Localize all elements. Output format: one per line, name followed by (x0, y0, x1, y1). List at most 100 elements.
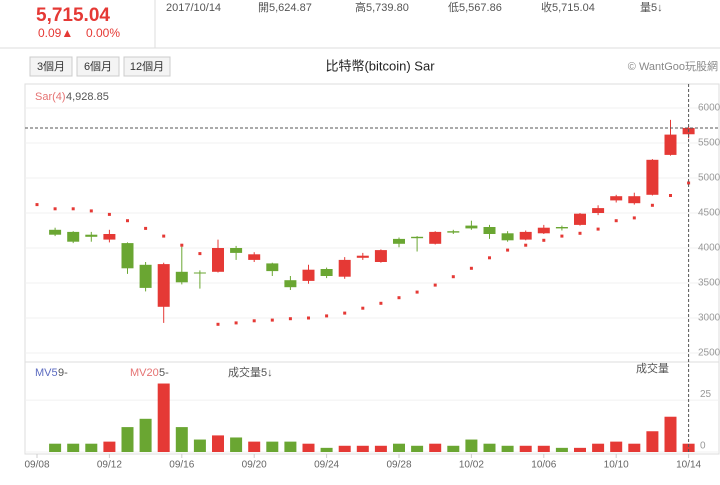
volume-bar (501, 445, 514, 452)
y-tick-label: 6000 (698, 103, 720, 114)
volume-bar (284, 441, 297, 452)
volume-bar (212, 435, 224, 452)
volume-bar (610, 441, 623, 452)
y-tick-label: 5500 (698, 138, 720, 149)
sar-dot (270, 318, 274, 322)
low: 低5,567.86 (448, 1, 502, 14)
x-tick-label: 09/28 (386, 460, 411, 471)
volume-bar (664, 416, 677, 452)
button-label[interactable]: 6個月 (84, 60, 112, 73)
volume-bar (682, 443, 695, 452)
candle-body (519, 231, 532, 240)
candle-body (230, 248, 243, 253)
volume-bar (374, 445, 387, 452)
chart-title: 比特幣(bitcoin) Sar (325, 58, 435, 73)
x-tick-label: 09/16 (169, 460, 194, 471)
candle-body (103, 234, 116, 240)
candle-body (374, 250, 387, 262)
volume-title: 成交量 (636, 361, 669, 375)
candle-body (465, 225, 478, 229)
sar-dot (343, 311, 347, 315)
candle-body (212, 248, 224, 272)
volume-bar (574, 447, 586, 452)
sar-dot (650, 203, 654, 207)
high: 高5,739.80 (355, 0, 409, 14)
candle-body (175, 271, 188, 283)
candle-body (266, 263, 279, 272)
candle-body (302, 269, 315, 281)
x-tick-label: 10/14 (676, 460, 701, 471)
button-label[interactable]: 3個月 (37, 60, 65, 73)
x-tick-label: 09/24 (314, 460, 339, 471)
volume-bar (447, 445, 460, 452)
candle-body (356, 255, 369, 258)
candle-body (157, 264, 170, 307)
y-tick-label: 4000 (698, 243, 720, 254)
candle-body (393, 238, 405, 244)
price: 5,715.04 (36, 5, 110, 26)
range-buttons: 3個月 6個月 12個月 (29, 56, 171, 77)
mv5-value: 9- (58, 367, 68, 379)
sar-dot (89, 209, 93, 213)
button[interactable] (76, 56, 120, 77)
y-tick-label: 3500 (698, 278, 720, 289)
sar-dot (669, 194, 672, 197)
sar-dot (506, 248, 510, 252)
volume-bar (628, 443, 641, 452)
sar-dot (614, 219, 618, 223)
sar-dot (288, 317, 292, 321)
y-tick-label: 3000 (698, 313, 720, 324)
button-label[interactable]: 12個月 (130, 60, 164, 73)
volume-bar (121, 427, 134, 452)
volume-bar (646, 431, 659, 452)
x-tick-label: 10/10 (604, 460, 629, 471)
sar-dot (632, 216, 636, 220)
plot-frame (24, 83, 720, 455)
sar-dot (162, 234, 166, 238)
candle-body (537, 227, 550, 234)
change: 0.09▲ (38, 26, 73, 40)
candle-body (338, 259, 351, 277)
sar-dot (451, 275, 455, 279)
volume-bar (537, 445, 550, 452)
button[interactable] (123, 56, 171, 77)
open: 開5,624.87 (258, 1, 312, 14)
sar-dot (216, 322, 220, 326)
candle-body (85, 234, 98, 237)
sar-dot (524, 243, 528, 247)
candle-body (193, 272, 206, 274)
x-tick-label: 09/08 (24, 460, 49, 471)
mv20-value: 5- (159, 367, 169, 379)
change-pct: 0.00% (86, 26, 120, 40)
candle-body (121, 243, 134, 269)
sar-dot (560, 234, 564, 238)
sar-value: 4,928.85 (66, 91, 109, 103)
volume-bar (592, 443, 605, 452)
sar-dot (107, 212, 111, 216)
sar-dot (53, 207, 57, 211)
sar-dot (397, 296, 401, 300)
volume-bar (103, 441, 116, 452)
y-tick-label: 0 (700, 441, 706, 452)
volume-bar (356, 445, 369, 452)
button[interactable] (29, 56, 73, 77)
x-tick-label: 10/02 (459, 460, 484, 471)
y-tick-label: 2500 (698, 348, 720, 359)
candle-body (501, 233, 514, 241)
date: 2017/10/14 (166, 2, 221, 14)
close: 收5,715.04 (541, 0, 595, 14)
sar-dot (71, 207, 75, 211)
candle-body (429, 231, 442, 244)
volume-bar (193, 439, 206, 452)
sar-dot (488, 256, 491, 260)
sar-dot (35, 203, 39, 207)
sar-dot (325, 314, 329, 318)
candle-body (139, 264, 152, 288)
sar-dot (687, 181, 691, 185)
candle-body (628, 196, 641, 204)
volume-bar (139, 418, 152, 452)
sar-dot (198, 252, 202, 256)
volume-label: 成交量5↓ (228, 365, 273, 379)
y-tick-label: 25 (700, 389, 712, 400)
